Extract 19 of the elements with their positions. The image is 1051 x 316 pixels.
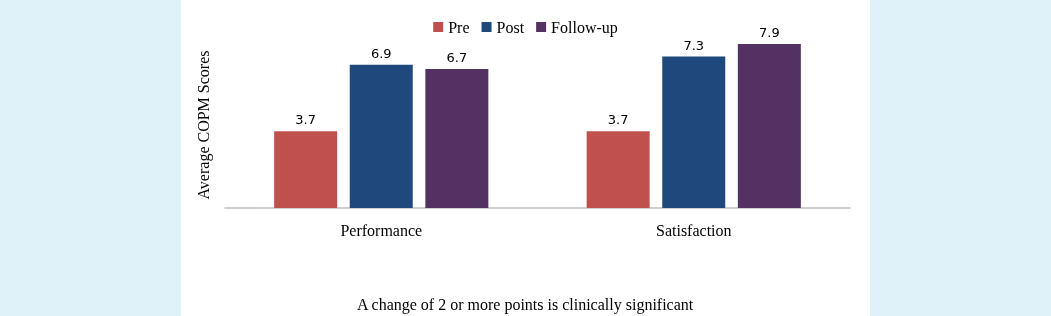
- bar: [274, 131, 338, 208]
- data-label: 7.3: [683, 37, 705, 53]
- data-label: 3.7: [295, 112, 316, 128]
- data-label: 6.9: [370, 45, 392, 61]
- bar: [586, 131, 650, 208]
- text: A change of 2 or more points is clinically significant: [356, 295, 694, 314]
- x-tick-label: Satisfaction: [655, 221, 732, 239]
- bar: [737, 44, 801, 208]
- x-tick-label: Performance: [340, 221, 423, 239]
- bar: [349, 64, 413, 208]
- bar: [425, 68, 489, 208]
- legend-label: Post: [496, 18, 525, 36]
- legend-label: Pre: [448, 18, 470, 36]
- bar: [662, 56, 726, 208]
- data-label: 6.7: [446, 49, 468, 65]
- y-axis-title: Average COPM Scores: [194, 50, 213, 200]
- legend-label: Follow-up: [551, 18, 618, 37]
- data-label: 3.7: [607, 112, 629, 128]
- data-label: 7.9: [759, 25, 780, 41]
